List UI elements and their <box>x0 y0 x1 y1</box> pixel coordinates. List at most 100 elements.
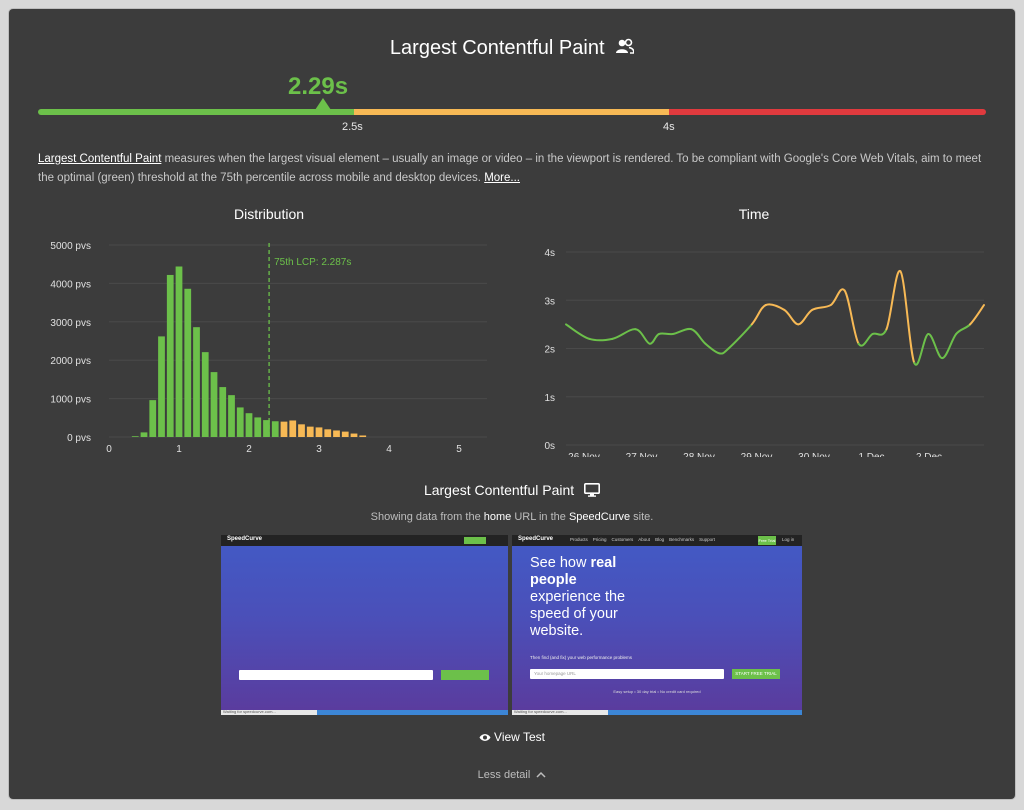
frame-1-hero <box>221 546 508 710</box>
distribution-bar <box>201 352 209 437</box>
frame-2-nav-link: Products <box>570 537 588 542</box>
view-test-label: View Test <box>494 730 545 744</box>
time-y-tick: 2s <box>544 345 555 356</box>
time-series-segment <box>690 328 707 345</box>
time-series-segment <box>718 347 730 355</box>
frame-2-nav-link: Benchmarks <box>669 537 695 542</box>
threshold-bar-poor <box>669 109 986 115</box>
time-y-tick: 4s <box>544 248 555 259</box>
description-text: measures when the largest visual element… <box>38 153 982 184</box>
time-series-segment <box>811 304 832 311</box>
time-series-segment <box>750 304 767 326</box>
frame-1-status-bar: Waiting for speedcurve.com... <box>221 709 508 715</box>
time-series-segment <box>704 342 721 355</box>
distribution-bar <box>210 372 218 437</box>
distribution-y-tick: 1000 pvs <box>50 395 91 406</box>
frame-2-headline: See how real people experience the speed… <box>530 555 650 640</box>
distribution-bar <box>158 336 165 437</box>
distribution-bar <box>184 288 192 437</box>
time-x-tick: 30 Nov <box>798 452 830 457</box>
time-series-segment <box>657 332 674 336</box>
time-y-tick: 3s <box>544 296 555 307</box>
distribution-bar <box>333 430 340 437</box>
time-x-tick: 2 Dec <box>916 452 942 457</box>
lcp-card: Largest Contentful Paint 2.29s 2.5s 4s L… <box>9 9 1015 799</box>
view-test-link[interactable]: View Test <box>9 730 1015 745</box>
time-series-segment <box>764 303 786 311</box>
distribution-bar <box>359 435 367 437</box>
time-series-segment <box>871 328 888 336</box>
distribution-chart: 0 pvs 1000 pvs 2000 pvs 3000 pvs 4000 pvs 500… <box>50 241 487 455</box>
frame-2-headline-bold: real people <box>530 555 617 588</box>
time-series-segment <box>634 328 651 345</box>
distribution-x-tick: 5 <box>456 444 462 455</box>
showing-mid: URL in the <box>511 511 569 523</box>
distribution-bar <box>166 274 174 437</box>
frame-2-nav-link: Customers <box>611 537 634 542</box>
time-series-segment <box>648 333 660 345</box>
frame-2-nav-link: Blog <box>655 537 665 542</box>
filmstrip-frame-1[interactable]: SpeedCurve Waiting for speedcurve.com... <box>221 535 508 715</box>
metric-description: Largest Contentful Paint measures when t… <box>38 150 986 188</box>
distribution-bar <box>193 327 200 437</box>
distribution-bar <box>350 433 358 437</box>
distribution-bar <box>219 387 227 437</box>
distribution-bar <box>289 420 297 437</box>
distribution-bar <box>140 432 148 437</box>
more-link[interactable]: More... <box>484 172 520 184</box>
desktop-icon <box>584 482 601 500</box>
time-series-segment <box>927 333 944 360</box>
distribution-y-tick: 5000 pvs <box>50 241 91 252</box>
frame-2-trial-button: Free Trial <box>758 536 776 545</box>
frame-2-logo: SpeedCurve <box>518 536 554 542</box>
metric-header: Largest Contentful Paint <box>9 37 1015 60</box>
distribution-bar <box>228 395 235 437</box>
users-icon <box>616 37 635 60</box>
filmstrip-frame-2[interactable]: SpeedCurve Products Pricing Customers About… <box>512 535 802 715</box>
less-detail-label: Less detail <box>477 769 531 781</box>
time-series-segment <box>913 333 930 366</box>
time-x-tick: 27 Nov <box>626 452 658 457</box>
showing-url: home <box>483 511 512 523</box>
distribution-bar <box>149 400 157 437</box>
frame-2-login: Log in <box>782 537 795 542</box>
distribution-bar <box>175 266 183 437</box>
distribution-bar <box>280 421 288 437</box>
frame-2-fine-print: Easy setup • 30 day trial • No credit ca… <box>613 689 701 694</box>
time-series-segment <box>885 270 902 331</box>
time-series-segment <box>899 270 916 364</box>
time-series-segment <box>565 323 591 340</box>
distribution-x-tick: 0 <box>106 444 112 455</box>
p75-annotation: 75th LCP: 2.287s <box>274 257 351 268</box>
distribution-bar <box>245 413 253 437</box>
frame-1-cta <box>441 670 489 680</box>
showing-prefix: Showing data from the <box>370 511 484 523</box>
less-detail-toggle[interactable]: Less detail <box>9 769 1015 781</box>
time-series-segment <box>857 333 874 347</box>
time-series-segment <box>969 304 985 326</box>
chevron-up-icon <box>536 769 546 781</box>
lcp-screenshot-title: Largest Contentful Paint <box>423 482 575 498</box>
distribution-bar <box>254 417 262 437</box>
metric-doc-link[interactable]: Largest Contentful Paint <box>38 153 162 165</box>
time-series-segment <box>829 288 846 307</box>
time-x-tick: 1 Dec <box>858 452 884 457</box>
showing-suffix: site. <box>630 511 654 523</box>
frame-1-status-text: Waiting for speedcurve.com... <box>223 709 276 714</box>
page-title: Largest Contentful Paint <box>389 37 605 59</box>
frame-2-cta: START FREE TRIAL <box>732 669 780 679</box>
threshold-label-4: 4s <box>663 121 675 133</box>
distribution-bar <box>236 407 244 437</box>
distribution-bar <box>263 420 270 437</box>
showing-data-text: Showing data from the home URL in the Sp… <box>9 511 1015 523</box>
distribution-x-tick: 3 <box>316 444 322 455</box>
distribution-x-tick: 1 <box>176 444 182 455</box>
frame-2-headline-pre: See how <box>530 555 591 571</box>
threshold-bar-good <box>38 109 354 115</box>
time-series-segment <box>727 323 753 350</box>
frame-1-nav: SpeedCurve <box>221 535 508 546</box>
distribution-y-tick: 4000 pvs <box>50 279 91 290</box>
frame-2-headline-rest: experience the speed of your website. <box>530 589 626 639</box>
frame-2-status-bar: Waiting for speedcurve.com... <box>512 709 802 715</box>
frame-2-subhead: Then find (and fix) your web performance… <box>530 655 633 660</box>
